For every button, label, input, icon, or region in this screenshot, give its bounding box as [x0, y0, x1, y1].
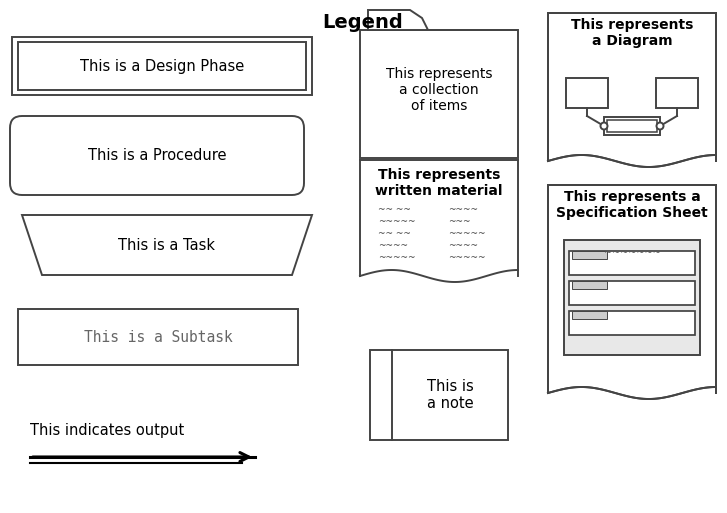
Text: This is a Subtask: This is a Subtask: [84, 329, 233, 345]
FancyBboxPatch shape: [569, 281, 695, 305]
FancyBboxPatch shape: [607, 120, 657, 132]
FancyBboxPatch shape: [572, 251, 607, 259]
Text: ~~~~: ~~~~: [448, 242, 478, 250]
Text: ~~~~: ~~~~: [378, 242, 408, 250]
Text: This is a Design Phase: This is a Design Phase: [80, 58, 244, 73]
Text: This is a Task: This is a Task: [119, 238, 215, 252]
Text: This is
a note: This is a note: [427, 379, 473, 411]
FancyBboxPatch shape: [604, 117, 660, 135]
Polygon shape: [368, 10, 518, 30]
Text: ~~~~~~~: ~~~~~~~: [603, 248, 660, 258]
Text: ~~~~~: ~~~~~: [378, 218, 416, 227]
Text: ~~~~: ~~~~: [448, 206, 478, 214]
Polygon shape: [548, 185, 716, 399]
Circle shape: [601, 123, 608, 129]
Text: This represents a
Specification Sheet: This represents a Specification Sheet: [556, 190, 708, 220]
Text: ~~~~~: ~~~~~: [378, 253, 416, 263]
Text: This indicates output: This indicates output: [30, 423, 184, 438]
FancyBboxPatch shape: [12, 37, 312, 95]
Text: This represents
written material: This represents written material: [375, 168, 503, 198]
FancyBboxPatch shape: [18, 309, 298, 365]
Polygon shape: [548, 13, 716, 167]
Text: ~~~~~: ~~~~~: [448, 253, 486, 263]
FancyBboxPatch shape: [564, 240, 700, 355]
FancyBboxPatch shape: [572, 281, 607, 289]
FancyBboxPatch shape: [10, 116, 304, 195]
Text: ~~~: ~~~: [448, 218, 470, 227]
FancyBboxPatch shape: [569, 311, 695, 335]
Text: ~~~~~: ~~~~~: [448, 229, 486, 239]
FancyBboxPatch shape: [569, 251, 695, 275]
Text: ~~ ~~: ~~ ~~: [378, 229, 411, 239]
FancyBboxPatch shape: [566, 78, 608, 108]
Text: This represents
a collection
of items: This represents a collection of items: [386, 67, 492, 113]
FancyBboxPatch shape: [656, 78, 698, 108]
FancyBboxPatch shape: [18, 42, 306, 90]
Text: Legend: Legend: [323, 13, 403, 32]
Circle shape: [656, 123, 664, 129]
FancyBboxPatch shape: [360, 30, 518, 158]
Text: ~~ ~~: ~~ ~~: [378, 206, 411, 214]
FancyBboxPatch shape: [572, 311, 607, 319]
FancyBboxPatch shape: [370, 350, 508, 440]
Text: This is a Procedure: This is a Procedure: [88, 148, 226, 163]
Polygon shape: [22, 215, 312, 275]
Text: This represents
a Diagram: This represents a Diagram: [571, 18, 693, 48]
